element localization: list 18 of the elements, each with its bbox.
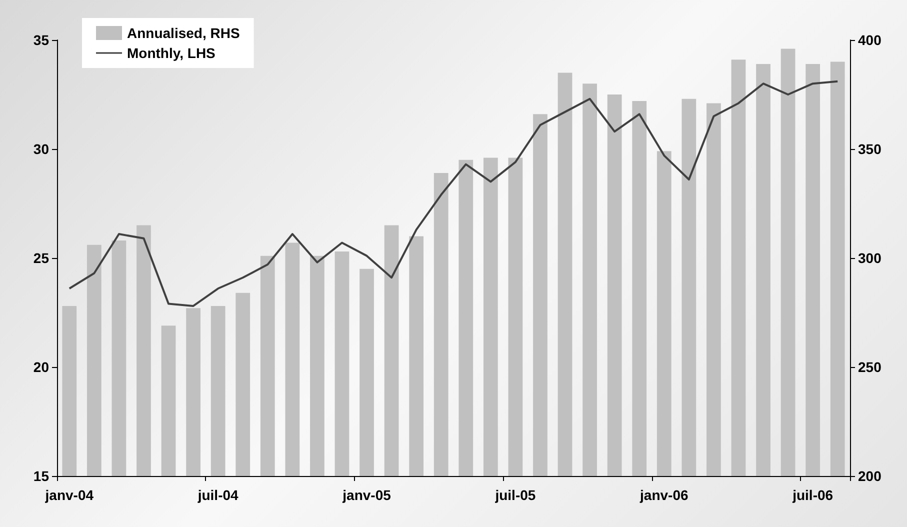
x-tick-label: janv-04	[44, 487, 94, 503]
y2-tick-label: 400	[858, 32, 882, 48]
y-tick-label: 25	[33, 250, 50, 266]
y2-tick-label: 300	[858, 250, 882, 266]
x-tick-label: juil-05	[494, 487, 536, 503]
y-tick-label: 30	[33, 141, 50, 157]
x-tick-label: juil-06	[792, 487, 834, 503]
x-tick-label: janv-06	[639, 487, 688, 503]
y-tick-label: 20	[33, 359, 50, 375]
legend-label: Monthly, LHS	[127, 45, 216, 61]
y2-tick-label: 350	[858, 141, 882, 157]
y-tick-label: 15	[33, 468, 50, 484]
y2-tick-label: 250	[858, 359, 882, 375]
legend-label: Annualised, RHS	[127, 25, 240, 41]
y2-tick-label: 200	[858, 468, 882, 484]
y-tick-label: 35	[33, 32, 50, 48]
x-tick-label: janv-05	[342, 487, 392, 503]
x-tick-label: juil-04	[196, 487, 239, 503]
